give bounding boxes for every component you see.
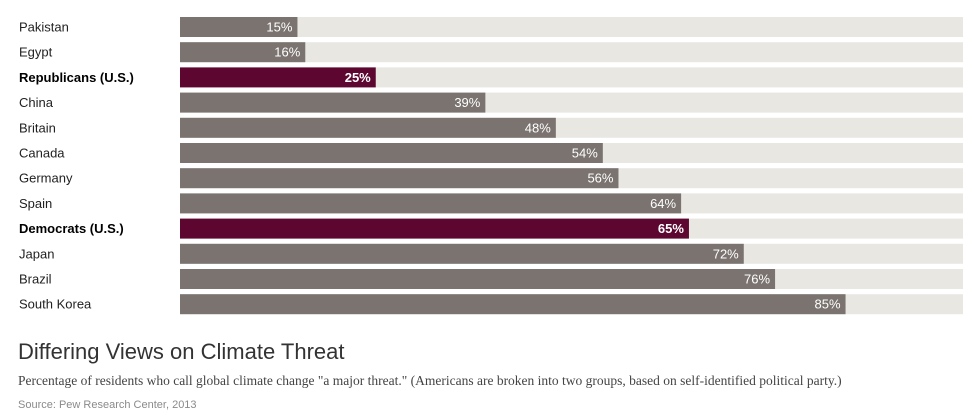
bar — [180, 218, 689, 239]
bar — [180, 193, 682, 214]
bar — [180, 67, 376, 88]
category-label: Democrats (U.S.) — [19, 221, 124, 236]
bar — [180, 42, 306, 63]
value-label: 76% — [744, 272, 770, 287]
bar-chart: Pakistan 15% Egypt 16% Republicans (U.S.) 25%… — [19, 17, 963, 315]
category-label: Japan — [19, 246, 54, 261]
category-label: Germany — [19, 171, 73, 186]
category-label: Pakistan — [19, 20, 69, 35]
chart-subtitle: Percentage of residents who call global … — [18, 373, 842, 388]
category-label: Republicans (U.S.) — [19, 70, 134, 85]
bar — [180, 243, 744, 264]
category-label: Egypt — [19, 45, 53, 60]
category-label: Britain — [19, 120, 56, 135]
category-label: South Korea — [19, 297, 92, 312]
bar-track — [180, 17, 963, 37]
bar — [180, 17, 298, 37]
value-label: 54% — [572, 146, 598, 161]
bar — [180, 294, 846, 315]
value-label: 39% — [454, 95, 480, 110]
category-label: Spain — [19, 196, 52, 211]
category-label: China — [19, 95, 54, 110]
category-label: Canada — [19, 146, 65, 161]
value-label: 25% — [345, 70, 371, 85]
value-label: 65% — [658, 221, 684, 236]
bar — [180, 143, 603, 163]
value-label: 64% — [650, 196, 676, 211]
bar — [180, 269, 776, 289]
value-label: 15% — [266, 20, 292, 35]
bar-track — [180, 42, 963, 63]
category-label: Brazil — [19, 272, 52, 287]
bar — [180, 92, 486, 113]
chart-title: Differing Views on Climate Threat — [18, 339, 345, 364]
chart-source: Source: Pew Research Center, 2013 — [18, 399, 197, 411]
value-label: 48% — [525, 120, 551, 135]
value-label: 72% — [713, 246, 739, 261]
value-label: 16% — [274, 45, 300, 60]
value-label: 85% — [815, 297, 841, 312]
bar — [180, 117, 556, 138]
bar — [180, 168, 619, 189]
value-label: 56% — [587, 171, 613, 186]
